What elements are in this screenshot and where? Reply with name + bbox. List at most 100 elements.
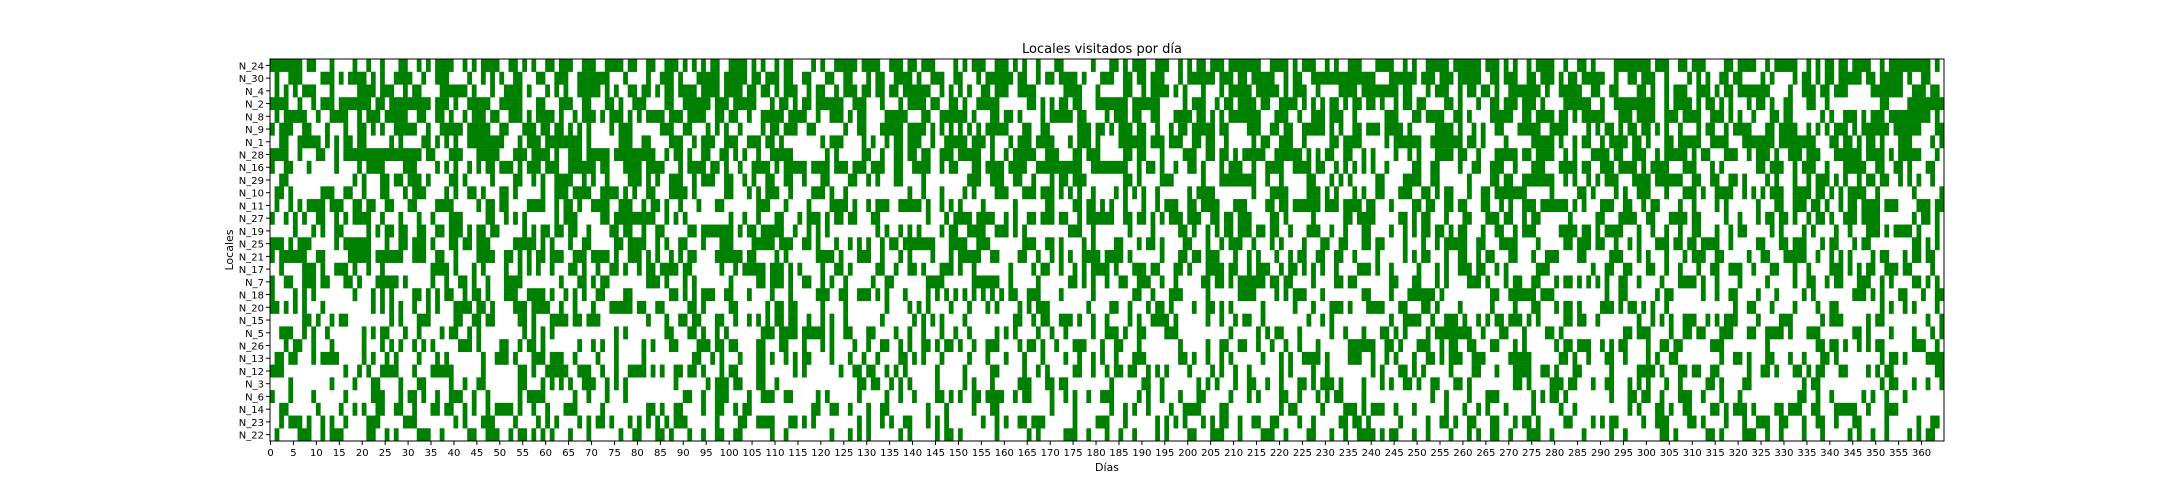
- visit-cell: [1916, 224, 1922, 238]
- visit-cell: [604, 390, 610, 403]
- visit-cell: [366, 59, 372, 72]
- visit-cell: [664, 59, 679, 72]
- x-tick-label: 315: [1706, 448, 1725, 459]
- visit-cell: [503, 288, 518, 302]
- visit-cell: [1572, 402, 1578, 416]
- visit-cell: [1361, 377, 1367, 391]
- visit-cell: [1572, 148, 1578, 162]
- visit-cell: [476, 199, 482, 212]
- visit-cell: [1755, 313, 1761, 327]
- visit-cell: [852, 364, 862, 378]
- visit-cell: [1856, 173, 1862, 187]
- visit-cell: [990, 135, 995, 149]
- visit-cell: [1389, 262, 1394, 276]
- visit-cell: [513, 300, 528, 314]
- visit-cell: [1361, 288, 1371, 302]
- visit-cell: [329, 109, 349, 123]
- visit-cell: [838, 288, 849, 302]
- visit-cell: [939, 313, 945, 327]
- heatmap-cells: [270, 59, 1945, 442]
- visit-cell: [1765, 173, 1770, 187]
- visit-cell: [1187, 71, 1215, 85]
- visit-cell: [1792, 275, 1798, 289]
- visit-cell: [623, 390, 628, 403]
- visit-cell: [1613, 71, 1619, 85]
- visit-cell: [522, 122, 537, 136]
- visit-cell: [1301, 122, 1326, 136]
- visit-cell: [1012, 326, 1018, 340]
- visit-cell: [334, 135, 339, 149]
- visit-cell: [1861, 390, 1867, 403]
- visit-cell: [1861, 237, 1871, 251]
- visit-cell: [1714, 313, 1720, 327]
- visit-cell: [343, 186, 353, 200]
- visit-cell: [1173, 109, 1193, 123]
- visit-cell: [728, 275, 734, 289]
- visit-cell: [1829, 262, 1844, 276]
- visit-cell: [361, 351, 367, 365]
- visit-cell: [1792, 160, 1798, 174]
- visit-cell: [1641, 199, 1647, 212]
- visit-cell: [1489, 339, 1500, 353]
- visit-cell: [1581, 224, 1592, 238]
- visit-cell: [1012, 211, 1018, 225]
- visit-cell: [1439, 415, 1449, 429]
- visit-cell: [480, 59, 500, 72]
- visit-cell: [302, 288, 307, 302]
- visit-cell: [889, 59, 904, 72]
- visit-cell: [646, 275, 661, 289]
- visit-cell: [1393, 135, 1422, 149]
- visit-cell: [540, 377, 546, 391]
- visit-cell: [1595, 122, 1601, 136]
- visit-cell: [1081, 250, 1101, 263]
- visit-cell: [1549, 428, 1555, 442]
- visit-cell: [756, 199, 771, 212]
- visit-cell: [769, 262, 784, 276]
- visit-cell: [1370, 364, 1376, 378]
- visit-cell: [1884, 402, 1899, 416]
- visit-cell: [297, 428, 312, 442]
- visit-cell: [1265, 326, 1271, 340]
- visit-cell: [283, 300, 289, 314]
- visit-cell: [1829, 313, 1844, 327]
- visit-cell: [655, 173, 661, 187]
- visit-cell: [1113, 351, 1119, 365]
- visit-cell: [957, 262, 963, 276]
- visit-cell: [1292, 288, 1307, 302]
- visit-cell: [879, 97, 885, 111]
- visit-cell: [1563, 415, 1573, 429]
- visit-cell: [866, 71, 872, 85]
- visit-cell: [1911, 211, 1917, 225]
- visit-cell: [1847, 428, 1853, 442]
- visit-cell: [1132, 59, 1147, 72]
- visit-cell: [1471, 122, 1477, 136]
- x-tick-label: 195: [1155, 448, 1174, 459]
- visit-cell: [563, 84, 569, 98]
- visit-cell: [361, 326, 367, 340]
- visit-cell: [866, 339, 872, 353]
- visit-cell: [1389, 313, 1394, 327]
- visit-cell: [1778, 211, 1789, 225]
- visit-cell: [545, 135, 583, 149]
- visit-cell: [829, 428, 835, 442]
- visit-cell: [1035, 160, 1082, 174]
- x-axis-label: Días: [1095, 461, 1119, 474]
- visit-cell: [1421, 237, 1426, 251]
- visit-cell: [338, 313, 349, 327]
- visit-cell: [1861, 109, 1867, 123]
- visit-cell: [1879, 250, 1890, 263]
- visit-cell: [558, 300, 564, 314]
- visit-cell: [540, 237, 546, 251]
- visit-cell: [1448, 364, 1454, 378]
- visit-cell: [1476, 402, 1481, 416]
- visit-cell: [1577, 59, 1587, 72]
- visit-cell: [1600, 415, 1605, 429]
- visit-cell: [1691, 211, 1702, 225]
- visit-cell: [1554, 300, 1559, 314]
- visit-cell: [1329, 428, 1335, 442]
- y-tick-label: N_2: [245, 100, 264, 111]
- visit-cell: [957, 199, 963, 212]
- visit-cell: [829, 326, 835, 340]
- visit-cell: [1879, 97, 1890, 111]
- visit-cell: [1577, 313, 1587, 327]
